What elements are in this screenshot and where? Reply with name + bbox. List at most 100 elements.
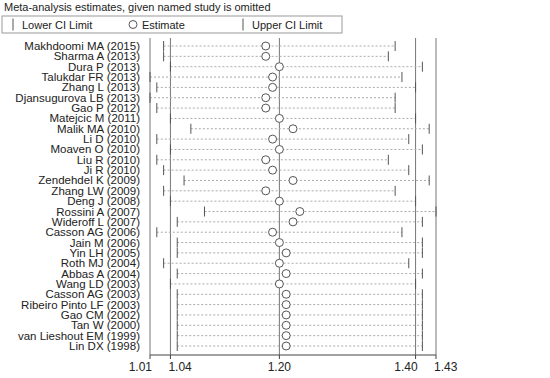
- upper-ci: [395, 41, 396, 51]
- legend-symbol: [13, 19, 14, 31]
- ci-line: [164, 170, 409, 171]
- legend-symbol: [243, 19, 244, 31]
- estimate: [282, 342, 290, 350]
- title: Meta-analysis estimates, given named stu…: [4, 1, 271, 13]
- lower-ci: [170, 144, 171, 154]
- estimate: [282, 290, 290, 298]
- upper-ci: [422, 238, 423, 248]
- study-label: Lin DX (1998): [69, 340, 140, 352]
- tick-mark: [170, 355, 171, 359]
- ci-line: [170, 201, 415, 202]
- lower-ci: [204, 207, 205, 217]
- upper-ci: [422, 341, 423, 351]
- legend-label: Upper CI Limit: [252, 19, 322, 31]
- estimate: [275, 239, 283, 247]
- upper-ci: [422, 300, 423, 310]
- ci-line: [157, 232, 402, 233]
- estimate: [289, 125, 297, 133]
- lower-ci: [156, 155, 157, 165]
- lower-ci: [177, 341, 178, 351]
- upper-ci: [415, 113, 416, 123]
- estimate: [275, 145, 283, 153]
- marks: [150, 41, 436, 351]
- upper-ci: [408, 258, 409, 268]
- tick-label: 1.01: [129, 360, 153, 374]
- estimate: [269, 166, 277, 174]
- ci-line: [177, 325, 422, 326]
- upper-ci: [395, 103, 396, 113]
- lower-ci: [163, 51, 164, 61]
- estimate: [262, 156, 270, 164]
- estimate: [275, 114, 283, 122]
- lower-ci: [163, 165, 164, 175]
- upper-ci: [422, 248, 423, 258]
- estimate: [275, 280, 283, 288]
- ci-line: [157, 159, 389, 160]
- ci-line: [177, 314, 422, 315]
- tick-mark: [150, 355, 151, 359]
- upper-ci: [422, 289, 423, 299]
- lower-ci: [170, 196, 171, 206]
- estimate: [269, 228, 277, 236]
- estimate: [262, 187, 270, 195]
- upper-ci: [422, 217, 423, 227]
- estimate: [269, 135, 277, 143]
- lower-ci: [150, 93, 151, 103]
- tick-label: 1.20: [268, 360, 292, 374]
- upper-ci: [401, 227, 402, 237]
- estimate: [282, 332, 290, 340]
- lower-ci: [156, 134, 157, 144]
- upper-ci: [408, 165, 409, 175]
- estimate: [296, 208, 304, 216]
- upper-ci: [422, 310, 423, 320]
- tick-mark: [436, 355, 437, 359]
- legend: Lower CI LimitEstimateUpper CI Limit: [2, 16, 342, 33]
- upper-ci: [422, 144, 423, 154]
- upper-ci: [415, 196, 416, 206]
- estimate: [269, 83, 277, 91]
- ci-line: [164, 263, 409, 264]
- lower-ci: [156, 227, 157, 237]
- ci-line: [157, 139, 409, 140]
- lower-ci: [163, 186, 164, 196]
- upper-ci: [422, 320, 423, 330]
- upper-ci: [429, 124, 430, 134]
- upper-ci: [415, 279, 416, 289]
- lower-ci: [177, 238, 178, 248]
- upper-ci: [436, 207, 437, 217]
- lower-ci: [177, 248, 178, 258]
- tick-mark: [415, 355, 416, 359]
- upper-ci: [429, 175, 430, 185]
- grid-line: [436, 38, 437, 355]
- ci-line: [191, 128, 429, 129]
- upper-ci: [422, 62, 423, 72]
- lower-ci: [190, 124, 191, 134]
- legend-label: Lower CI Limit: [22, 19, 92, 31]
- upper-ci: [395, 186, 396, 196]
- estimate: [275, 63, 283, 71]
- ci-line: [164, 56, 389, 57]
- lower-ci: [156, 103, 157, 113]
- upper-ci: [415, 82, 416, 92]
- lower-ci: [177, 269, 178, 279]
- ci-line: [170, 283, 415, 284]
- grid-line: [170, 38, 171, 355]
- upper-ci: [388, 51, 389, 61]
- x-axis: [150, 355, 436, 356]
- lower-ci: [170, 62, 171, 72]
- grid-line: [279, 38, 280, 355]
- ci-line: [177, 335, 422, 336]
- estimate: [282, 270, 290, 278]
- chart: Meta-analysis estimates, given named stu…: [0, 0, 550, 378]
- grid-line: [150, 38, 151, 355]
- estimate: [269, 73, 277, 81]
- ci-line: [177, 294, 422, 295]
- lower-ci: [177, 320, 178, 330]
- grid: [150, 38, 436, 355]
- upper-ci: [395, 93, 396, 103]
- estimate: [262, 104, 270, 112]
- tick-label: 1.40: [394, 360, 418, 374]
- estimate: [282, 321, 290, 329]
- tick-mark: [279, 355, 280, 359]
- ci-line: [170, 66, 422, 67]
